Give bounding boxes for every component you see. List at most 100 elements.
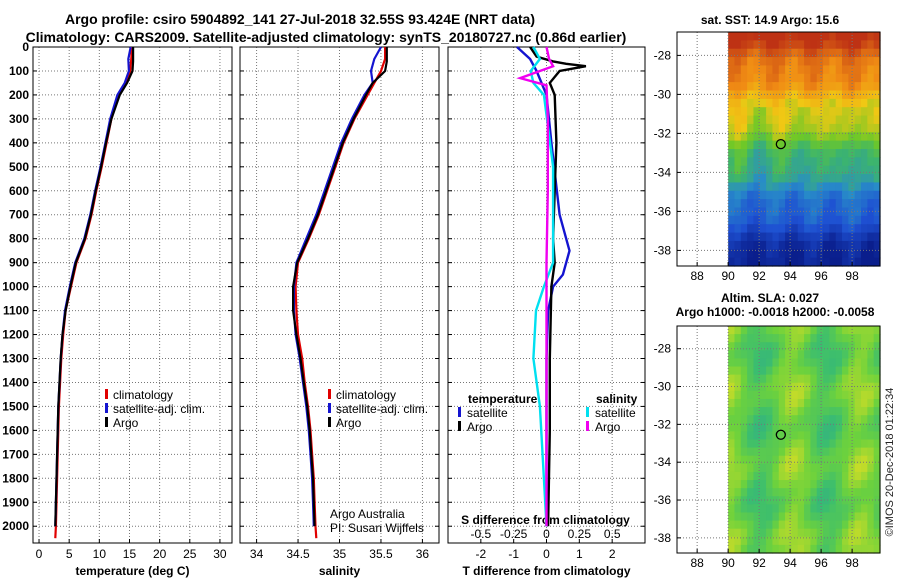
map-cell	[734, 40, 742, 50]
map-cell	[842, 149, 849, 158]
map-cell	[804, 199, 811, 209]
map-cell	[842, 107, 849, 117]
map-cell	[848, 326, 856, 335]
map-cell	[747, 48, 755, 58]
map-cell	[810, 342, 818, 351]
map-cell	[835, 224, 843, 234]
map-cell	[772, 82, 780, 92]
map-cell	[797, 257, 805, 267]
map-cell	[747, 149, 755, 158]
map-cell	[728, 463, 736, 473]
map-cell	[829, 249, 837, 259]
map-cell	[842, 140, 849, 150]
salinity-tick-label: 0.25	[568, 527, 592, 541]
map-cell	[873, 165, 881, 175]
map-cell	[753, 224, 761, 234]
map-cell	[854, 488, 862, 497]
map-cell	[829, 123, 837, 133]
map-cell	[816, 528, 824, 538]
map-cell	[861, 199, 868, 209]
map-cell	[804, 207, 811, 217]
map-cell	[854, 342, 862, 351]
map-cell	[867, 232, 875, 242]
map-cell	[766, 207, 774, 217]
map-cell	[867, 123, 875, 133]
x-tick-label: 25	[183, 547, 197, 561]
map-cell	[753, 471, 761, 481]
map-cell	[842, 174, 849, 184]
map-cell	[835, 520, 843, 530]
map-cell	[810, 107, 818, 117]
map-cell	[867, 358, 875, 368]
map-cell	[728, 423, 736, 432]
map-cell	[778, 326, 786, 335]
map-cell	[848, 366, 856, 376]
map-cell	[810, 326, 818, 335]
map-cell	[854, 358, 862, 368]
map-cell	[778, 398, 786, 408]
map-cell	[766, 326, 774, 335]
map-cell	[848, 512, 856, 522]
map-cell	[791, 115, 799, 125]
map-cell	[816, 249, 824, 259]
map-cell	[759, 398, 767, 408]
map-cell	[861, 520, 868, 530]
map-cell	[772, 157, 780, 167]
map-cell	[816, 431, 824, 441]
map-cell	[823, 423, 830, 432]
map-cell	[835, 240, 843, 250]
map-cell	[785, 140, 793, 150]
map-cell	[867, 471, 875, 481]
map-cell	[823, 496, 830, 505]
map-cell	[772, 165, 780, 175]
depth-tick-label: 200	[9, 88, 29, 102]
map-cell	[766, 115, 774, 125]
map-cell	[740, 358, 748, 368]
map-cell	[791, 358, 799, 368]
map-cell	[797, 326, 805, 335]
map-cell	[804, 32, 811, 41]
map-cell	[778, 149, 786, 158]
map-cell	[728, 32, 736, 41]
x-tick-label: 35.5	[369, 547, 393, 561]
x-tick-label: 10	[93, 547, 107, 561]
map-cell	[842, 82, 849, 92]
map-cell	[797, 350, 805, 360]
map-cell	[835, 374, 843, 384]
map-cell	[785, 423, 793, 432]
map-cell	[797, 398, 805, 408]
x-tick-label: 0	[543, 547, 550, 561]
map-cell	[861, 374, 868, 384]
map-cell	[753, 190, 761, 200]
map-cell	[804, 447, 811, 457]
map-cell	[861, 407, 868, 416]
map-cell	[842, 249, 849, 259]
map-cell	[835, 257, 843, 267]
map-cell	[772, 398, 780, 408]
map-cell	[854, 73, 862, 83]
map-cell	[829, 528, 837, 538]
map-cell	[810, 504, 818, 514]
map-cell	[842, 57, 849, 67]
map-cell	[867, 544, 875, 554]
map-cell	[753, 73, 761, 83]
map-cell	[747, 132, 755, 142]
map-cell	[766, 455, 774, 465]
map-cell	[842, 463, 849, 473]
map-cell	[734, 174, 742, 184]
map-cell	[766, 149, 774, 158]
map-cell	[848, 232, 856, 242]
map-cell	[759, 207, 767, 217]
map-cell	[810, 149, 818, 158]
map-cell	[747, 407, 755, 416]
map-y-tick-label: -38	[654, 531, 672, 545]
map-cell	[873, 98, 881, 108]
map-x-tick-label: 88	[690, 556, 704, 570]
map-cell	[848, 423, 856, 432]
map-cell	[842, 439, 849, 449]
map-cell	[785, 520, 793, 530]
map-cell	[747, 115, 755, 125]
map-cell	[873, 57, 881, 67]
map-cell	[816, 504, 824, 514]
map-cell	[740, 257, 748, 267]
